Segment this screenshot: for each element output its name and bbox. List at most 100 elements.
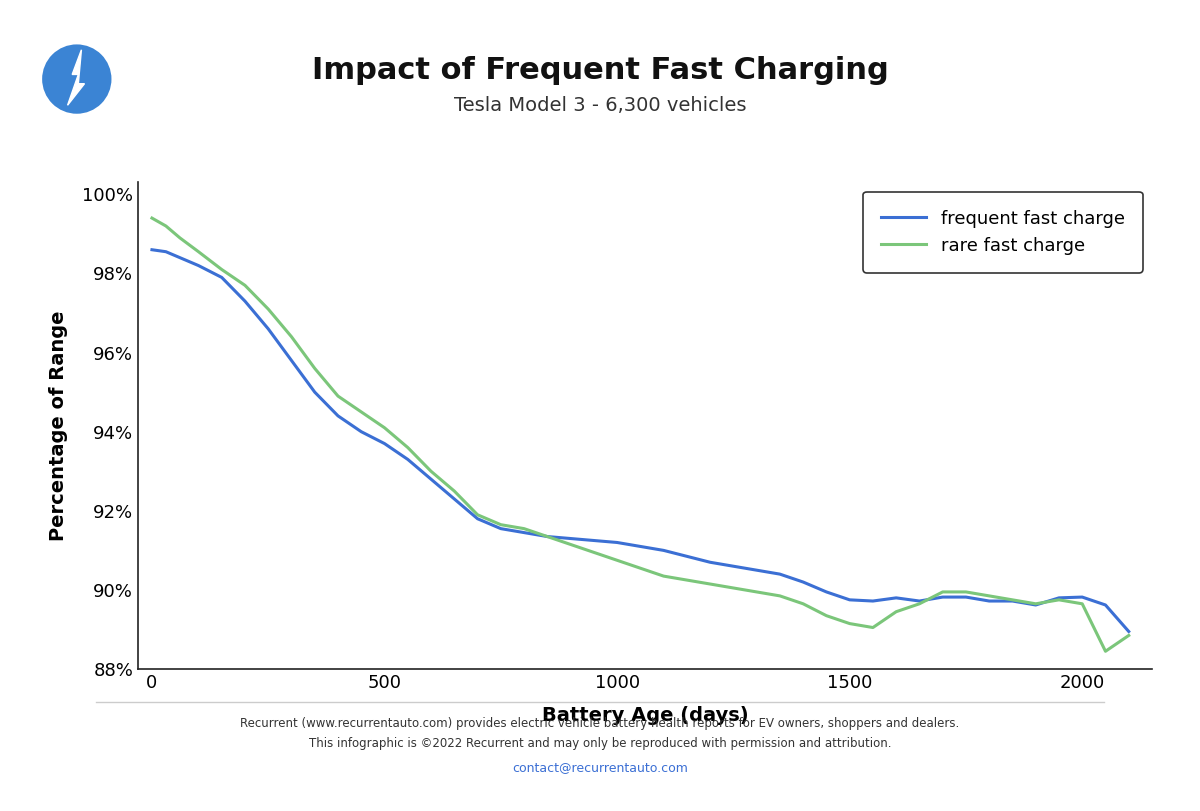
frequent fast charge	[145, 245, 160, 255]
frequent fast charge	[1075, 592, 1090, 602]
frequent fast charge	[191, 260, 205, 270]
frequent fast charge	[1028, 600, 1043, 610]
frequent fast charge	[679, 551, 694, 561]
frequent fast charge	[493, 524, 508, 534]
rare fast charge	[634, 564, 648, 573]
Line: frequent fast charge: frequent fast charge	[152, 250, 1129, 632]
rare fast charge	[959, 587, 973, 597]
rare fast charge	[703, 579, 718, 589]
frequent fast charge	[517, 528, 532, 538]
Text: This infographic is ©2022 Recurrent and may only be reproduced with permission a: This infographic is ©2022 Recurrent and …	[308, 737, 892, 750]
frequent fast charge	[173, 253, 187, 263]
rare fast charge	[750, 587, 764, 597]
rare fast charge	[912, 599, 926, 609]
Text: Recurrent (www.recurrentauto.com) provides electric vehicle battery health repor: Recurrent (www.recurrentauto.com) provid…	[240, 717, 960, 730]
rare fast charge	[773, 591, 787, 601]
Line: rare fast charge: rare fast charge	[152, 218, 1129, 651]
rare fast charge	[679, 575, 694, 585]
Y-axis label: Percentage of Range: Percentage of Range	[49, 311, 68, 541]
rare fast charge	[284, 332, 299, 341]
rare fast charge	[262, 304, 276, 314]
rare fast charge	[656, 571, 671, 581]
rare fast charge	[307, 363, 322, 373]
frequent fast charge	[424, 474, 438, 484]
rare fast charge	[796, 599, 810, 609]
rare fast charge	[424, 466, 438, 476]
rare fast charge	[865, 623, 880, 633]
frequent fast charge	[865, 596, 880, 606]
rare fast charge	[448, 486, 462, 496]
Text: Impact of Frequent Fast Charging: Impact of Frequent Fast Charging	[312, 56, 888, 85]
rare fast charge	[377, 423, 391, 432]
rare fast charge	[517, 524, 532, 534]
Circle shape	[42, 45, 112, 114]
frequent fast charge	[773, 569, 787, 579]
Legend: frequent fast charge, rare fast charge: frequent fast charge, rare fast charge	[863, 191, 1142, 272]
rare fast charge	[726, 583, 740, 593]
rare fast charge	[1051, 595, 1066, 605]
frequent fast charge	[1006, 596, 1020, 606]
rare fast charge	[587, 547, 601, 557]
rare fast charge	[238, 281, 252, 290]
rare fast charge	[563, 539, 577, 549]
rare fast charge	[158, 221, 173, 231]
frequent fast charge	[634, 542, 648, 551]
frequent fast charge	[796, 577, 810, 587]
frequent fast charge	[1051, 593, 1066, 603]
Text: contact@recurrentauto.com: contact@recurrentauto.com	[512, 762, 688, 775]
frequent fast charge	[377, 439, 391, 448]
rare fast charge	[331, 391, 346, 401]
X-axis label: Battery Age (days): Battery Age (days)	[541, 706, 749, 725]
Text: Tesla Model 3 - 6,300 vehicles: Tesla Model 3 - 6,300 vehicles	[454, 97, 746, 115]
Polygon shape	[67, 49, 84, 105]
frequent fast charge	[158, 247, 173, 256]
rare fast charge	[1028, 599, 1043, 609]
frequent fast charge	[1098, 600, 1112, 610]
frequent fast charge	[284, 356, 299, 366]
rare fast charge	[191, 247, 205, 256]
frequent fast charge	[540, 532, 554, 542]
frequent fast charge	[401, 454, 415, 464]
frequent fast charge	[703, 557, 718, 567]
frequent fast charge	[587, 535, 601, 545]
rare fast charge	[842, 619, 857, 629]
frequent fast charge	[1122, 627, 1136, 637]
frequent fast charge	[238, 296, 252, 306]
frequent fast charge	[448, 494, 462, 504]
rare fast charge	[215, 264, 229, 274]
rare fast charge	[470, 510, 485, 520]
frequent fast charge	[563, 534, 577, 543]
frequent fast charge	[842, 595, 857, 605]
rare fast charge	[820, 611, 834, 620]
rare fast charge	[936, 587, 950, 597]
frequent fast charge	[912, 596, 926, 606]
rare fast charge	[173, 233, 187, 242]
rare fast charge	[401, 443, 415, 453]
rare fast charge	[1122, 631, 1136, 641]
rare fast charge	[1075, 599, 1090, 609]
frequent fast charge	[262, 324, 276, 333]
frequent fast charge	[982, 596, 996, 606]
rare fast charge	[493, 520, 508, 530]
frequent fast charge	[331, 411, 346, 421]
frequent fast charge	[215, 272, 229, 282]
frequent fast charge	[656, 546, 671, 556]
rare fast charge	[145, 213, 160, 223]
frequent fast charge	[726, 561, 740, 571]
rare fast charge	[889, 607, 904, 616]
frequent fast charge	[470, 514, 485, 524]
rare fast charge	[354, 407, 368, 417]
frequent fast charge	[959, 592, 973, 602]
rare fast charge	[982, 591, 996, 601]
rare fast charge	[1006, 595, 1020, 605]
frequent fast charge	[307, 388, 322, 397]
frequent fast charge	[889, 593, 904, 603]
frequent fast charge	[750, 565, 764, 575]
frequent fast charge	[610, 538, 624, 547]
rare fast charge	[1098, 646, 1112, 656]
frequent fast charge	[936, 592, 950, 602]
frequent fast charge	[820, 587, 834, 597]
frequent fast charge	[354, 427, 368, 436]
rare fast charge	[610, 556, 624, 565]
rare fast charge	[540, 532, 554, 542]
